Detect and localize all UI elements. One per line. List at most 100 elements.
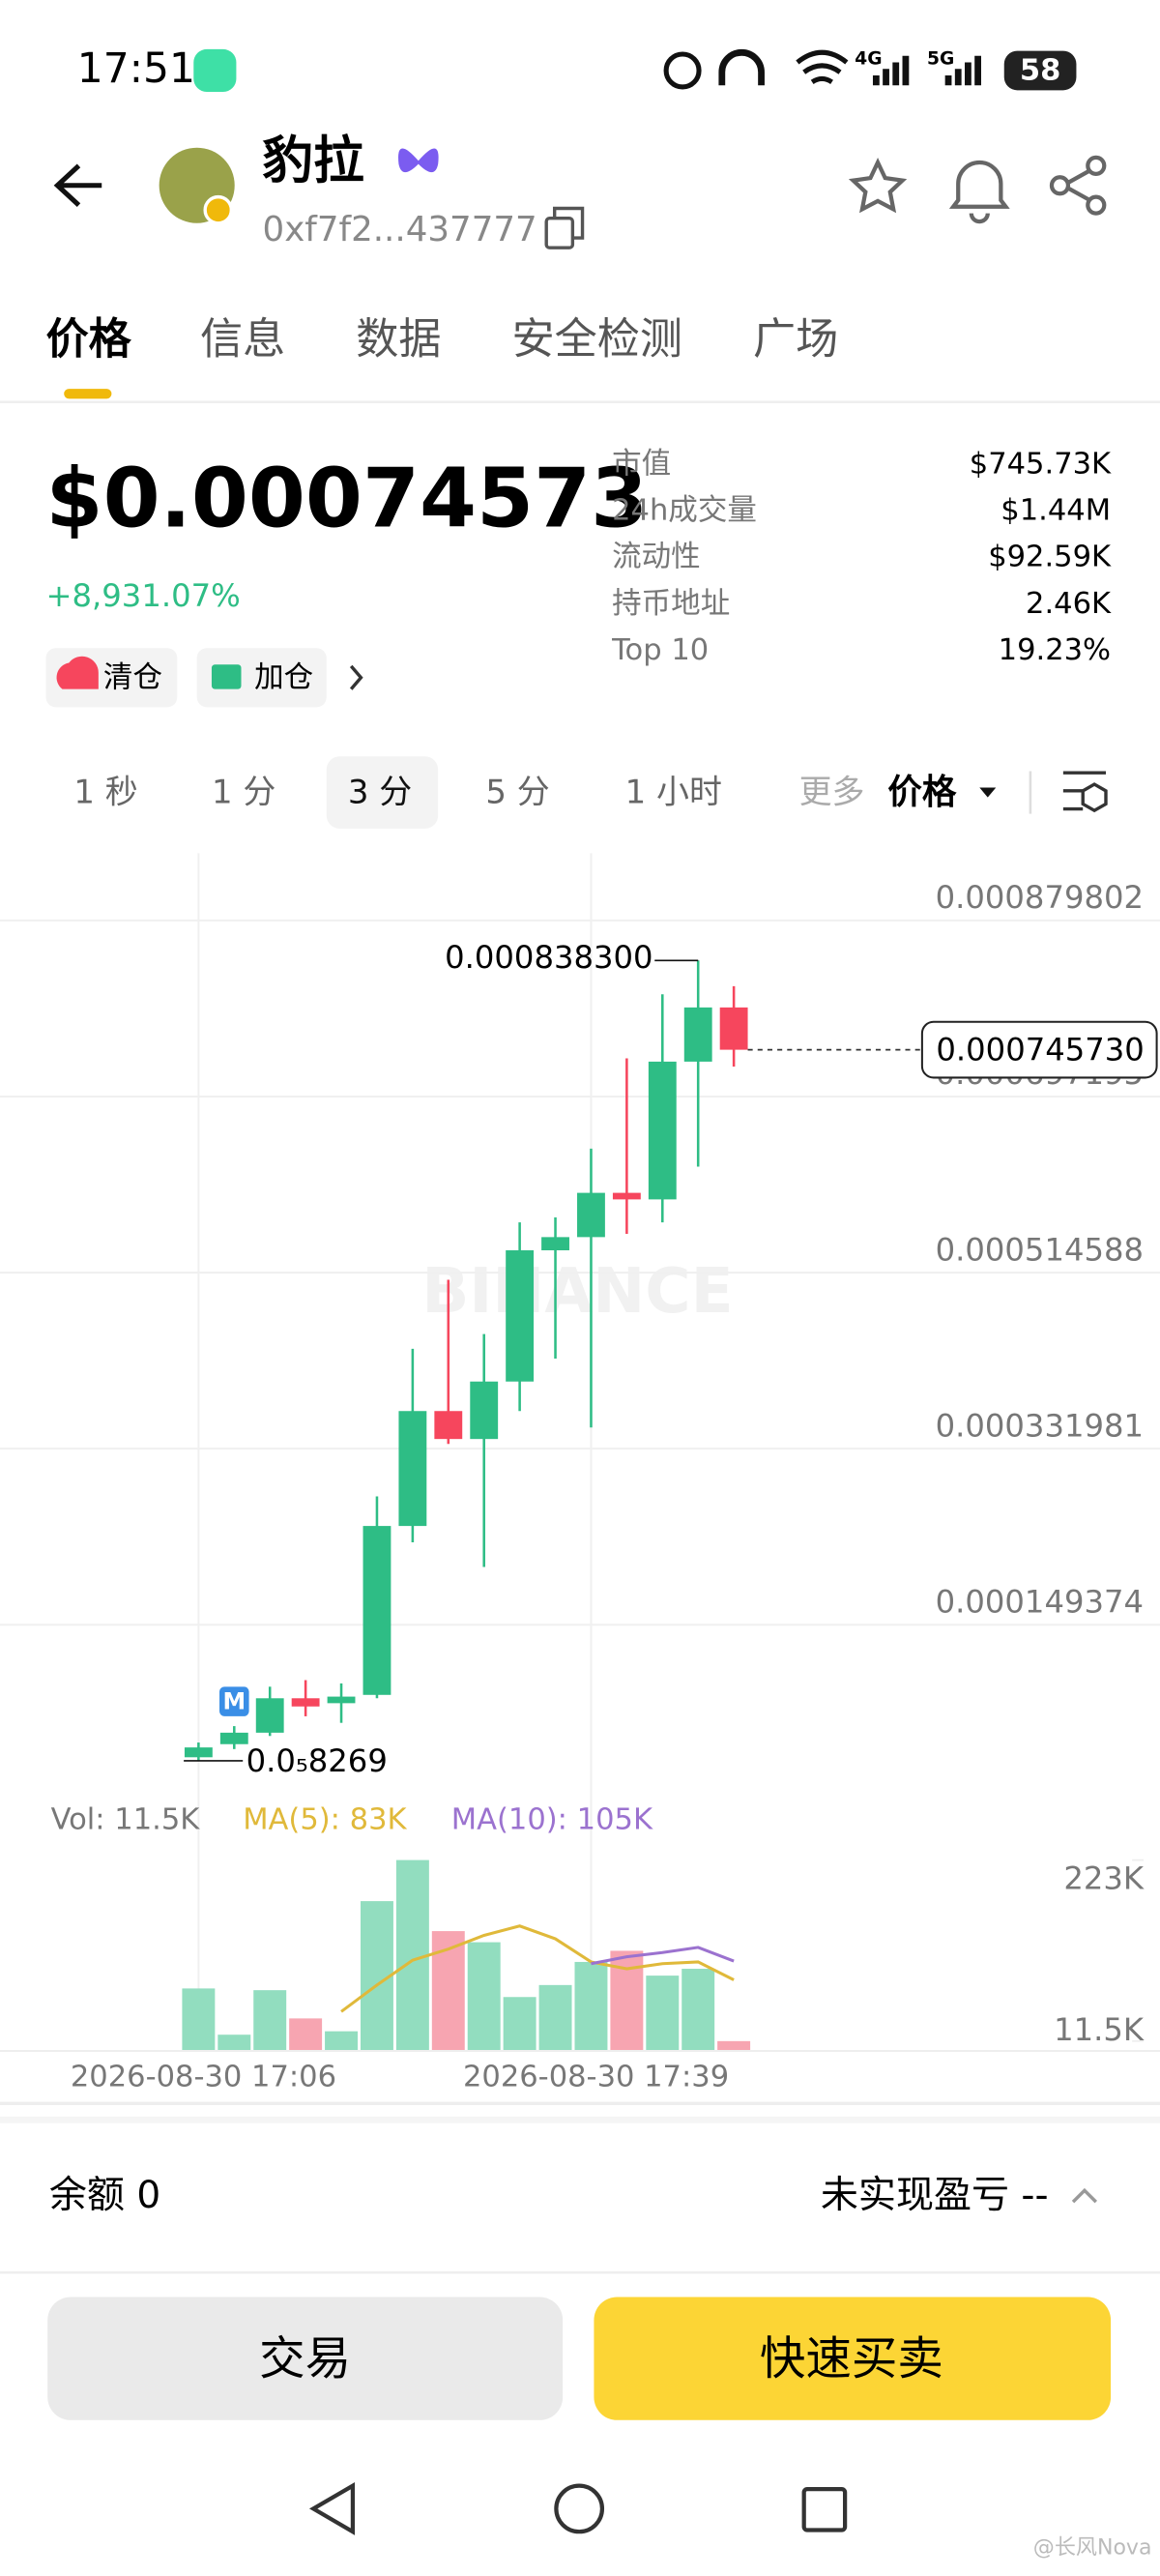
- volume-bar: [467, 1942, 501, 2052]
- tab[interactable]: 数据: [356, 315, 441, 365]
- tab[interactable]: 安全检测: [512, 315, 682, 365]
- stat-label: Top 10: [611, 633, 709, 667]
- copy-button[interactable]: [544, 216, 575, 249]
- stat-value: 19.23%: [999, 633, 1111, 667]
- copy-icon: [552, 206, 585, 240]
- stat-value: $1.44M: [1000, 494, 1111, 528]
- candle-body: [362, 1526, 392, 1695]
- share-icon: [1086, 155, 1107, 176]
- more-actions[interactable]: [349, 664, 363, 690]
- candle-body: [434, 1411, 463, 1440]
- tab[interactable]: 广场: [753, 315, 838, 365]
- volume-bar: [503, 1997, 536, 2052]
- candle-body: [327, 1696, 356, 1704]
- trade-button[interactable]: [47, 2297, 564, 2420]
- interval[interactable]: 1 小时: [625, 774, 722, 812]
- x-tick-label: 2026-08-30 17:39: [463, 2061, 729, 2094]
- chart: BINANCE 0.000149374 0.000331981 0.000514588…: [0, 853, 1160, 2094]
- watermark: @长风Nova: [1033, 2536, 1152, 2561]
- settings-icon: [1081, 782, 1108, 813]
- candle-body: [219, 1732, 248, 1744]
- y-tick-label: 0.000149374: [936, 1583, 1144, 1620]
- low-marker-label: 0.0₅8269: [246, 1742, 388, 1779]
- tab-indicator: [64, 389, 112, 399]
- stat-value: $745.73K: [970, 448, 1112, 482]
- order-marker: [219, 1686, 249, 1716]
- intervals: 1 秒 1 分 3 分 5 分 1 小时 更多: [73, 774, 864, 812]
- candle-body: [398, 1411, 427, 1527]
- nav-recents[interactable]: [801, 2486, 848, 2532]
- volume-bar: [253, 1990, 287, 2052]
- candle-body: [577, 1192, 605, 1238]
- network-4g: 4G: [855, 49, 882, 70]
- ma-legend: MA(5): 83K: [243, 1802, 407, 1836]
- candle-body: [541, 1237, 569, 1251]
- alert-button[interactable]: [948, 160, 1010, 224]
- nav-home[interactable]: [554, 2483, 605, 2534]
- interval[interactable]: 1 分: [212, 774, 276, 812]
- x-tick-label: 2026-08-30 17:06: [71, 2061, 336, 2094]
- settings-button[interactable]: [1062, 771, 1106, 811]
- battery-level: 58: [1020, 53, 1061, 87]
- chart-watermark: BINANCE: [421, 1255, 733, 1328]
- volume-tick-label: 223K: [1063, 1859, 1145, 1896]
- avatar-badge: [203, 194, 234, 225]
- expand-button[interactable]: [1071, 2187, 1098, 2204]
- price: $0.00074573: [46, 451, 649, 546]
- favorite-button[interactable]: [848, 158, 908, 214]
- y-tick-label: 0.000331981: [936, 1407, 1144, 1444]
- candle-body: [184, 1747, 213, 1758]
- volume-bar: [538, 1984, 572, 2052]
- interval[interactable]: 更多: [799, 774, 865, 812]
- stat-value: 2.46K: [1026, 587, 1112, 621]
- headphone-icon: [718, 48, 765, 86]
- volume-tick-label: 11.5K: [1054, 2011, 1145, 2048]
- last-price-label: 0.000745730: [936, 1032, 1144, 1068]
- signal-icon: [872, 55, 910, 86]
- ma-line: [340, 1924, 735, 2013]
- button-label: 快速买卖: [760, 2333, 943, 2386]
- interval[interactable]: 1 秒: [73, 774, 137, 812]
- last-price-box: [920, 1020, 1158, 1079]
- back-button[interactable]: [53, 163, 102, 207]
- interval[interactable]: 3 分: [348, 774, 412, 812]
- y-tick-label: 0.000879802: [936, 879, 1144, 916]
- stat-label: 持币地址: [612, 587, 730, 621]
- dropdown-arrow: [979, 787, 997, 798]
- volume-bar: [325, 2031, 359, 2052]
- action-label: 清仓: [103, 660, 162, 694]
- high-marker-label: 0.000838300: [445, 939, 652, 976]
- stat-label: 24h成交量: [612, 494, 757, 528]
- ma-legend: MA(10): 105K: [451, 1802, 653, 1836]
- signal-icon: [944, 55, 981, 86]
- action-label: 加仓: [254, 660, 313, 694]
- candle-body: [648, 1061, 677, 1200]
- order-marker-label: M: [222, 1688, 246, 1715]
- balance: 余额 0: [49, 2174, 160, 2217]
- nav-back[interactable]: [308, 2481, 356, 2535]
- volume-bar: [182, 1988, 216, 2052]
- stat-value: $92.59K: [988, 541, 1112, 574]
- candle-body: [470, 1381, 499, 1440]
- candle-body: [683, 1007, 712, 1062]
- network-5g: 5G: [927, 49, 954, 70]
- volume-bar: [289, 2018, 323, 2052]
- address: 0xf7f2...437777: [263, 210, 537, 249]
- app-icon: [193, 48, 237, 93]
- price-type[interactable]: 价格: [887, 773, 957, 812]
- divider: [0, 2116, 1160, 2123]
- tab[interactable]: 价格: [46, 315, 132, 365]
- action-button[interactable]: [196, 648, 327, 708]
- volume-bar: [218, 2034, 251, 2052]
- volume-bar: [574, 1961, 608, 2052]
- quick-trade-button[interactable]: [594, 2297, 1112, 2420]
- button-label: 交易: [259, 2333, 351, 2386]
- tab[interactable]: 信息: [200, 315, 285, 365]
- pnl: 未实现盈亏 --: [821, 2174, 1049, 2217]
- interval[interactable]: 5 分: [485, 774, 549, 812]
- stat-label: 流动性: [612, 541, 701, 574]
- chain-icon: [398, 148, 439, 173]
- interval-selected: [326, 756, 439, 829]
